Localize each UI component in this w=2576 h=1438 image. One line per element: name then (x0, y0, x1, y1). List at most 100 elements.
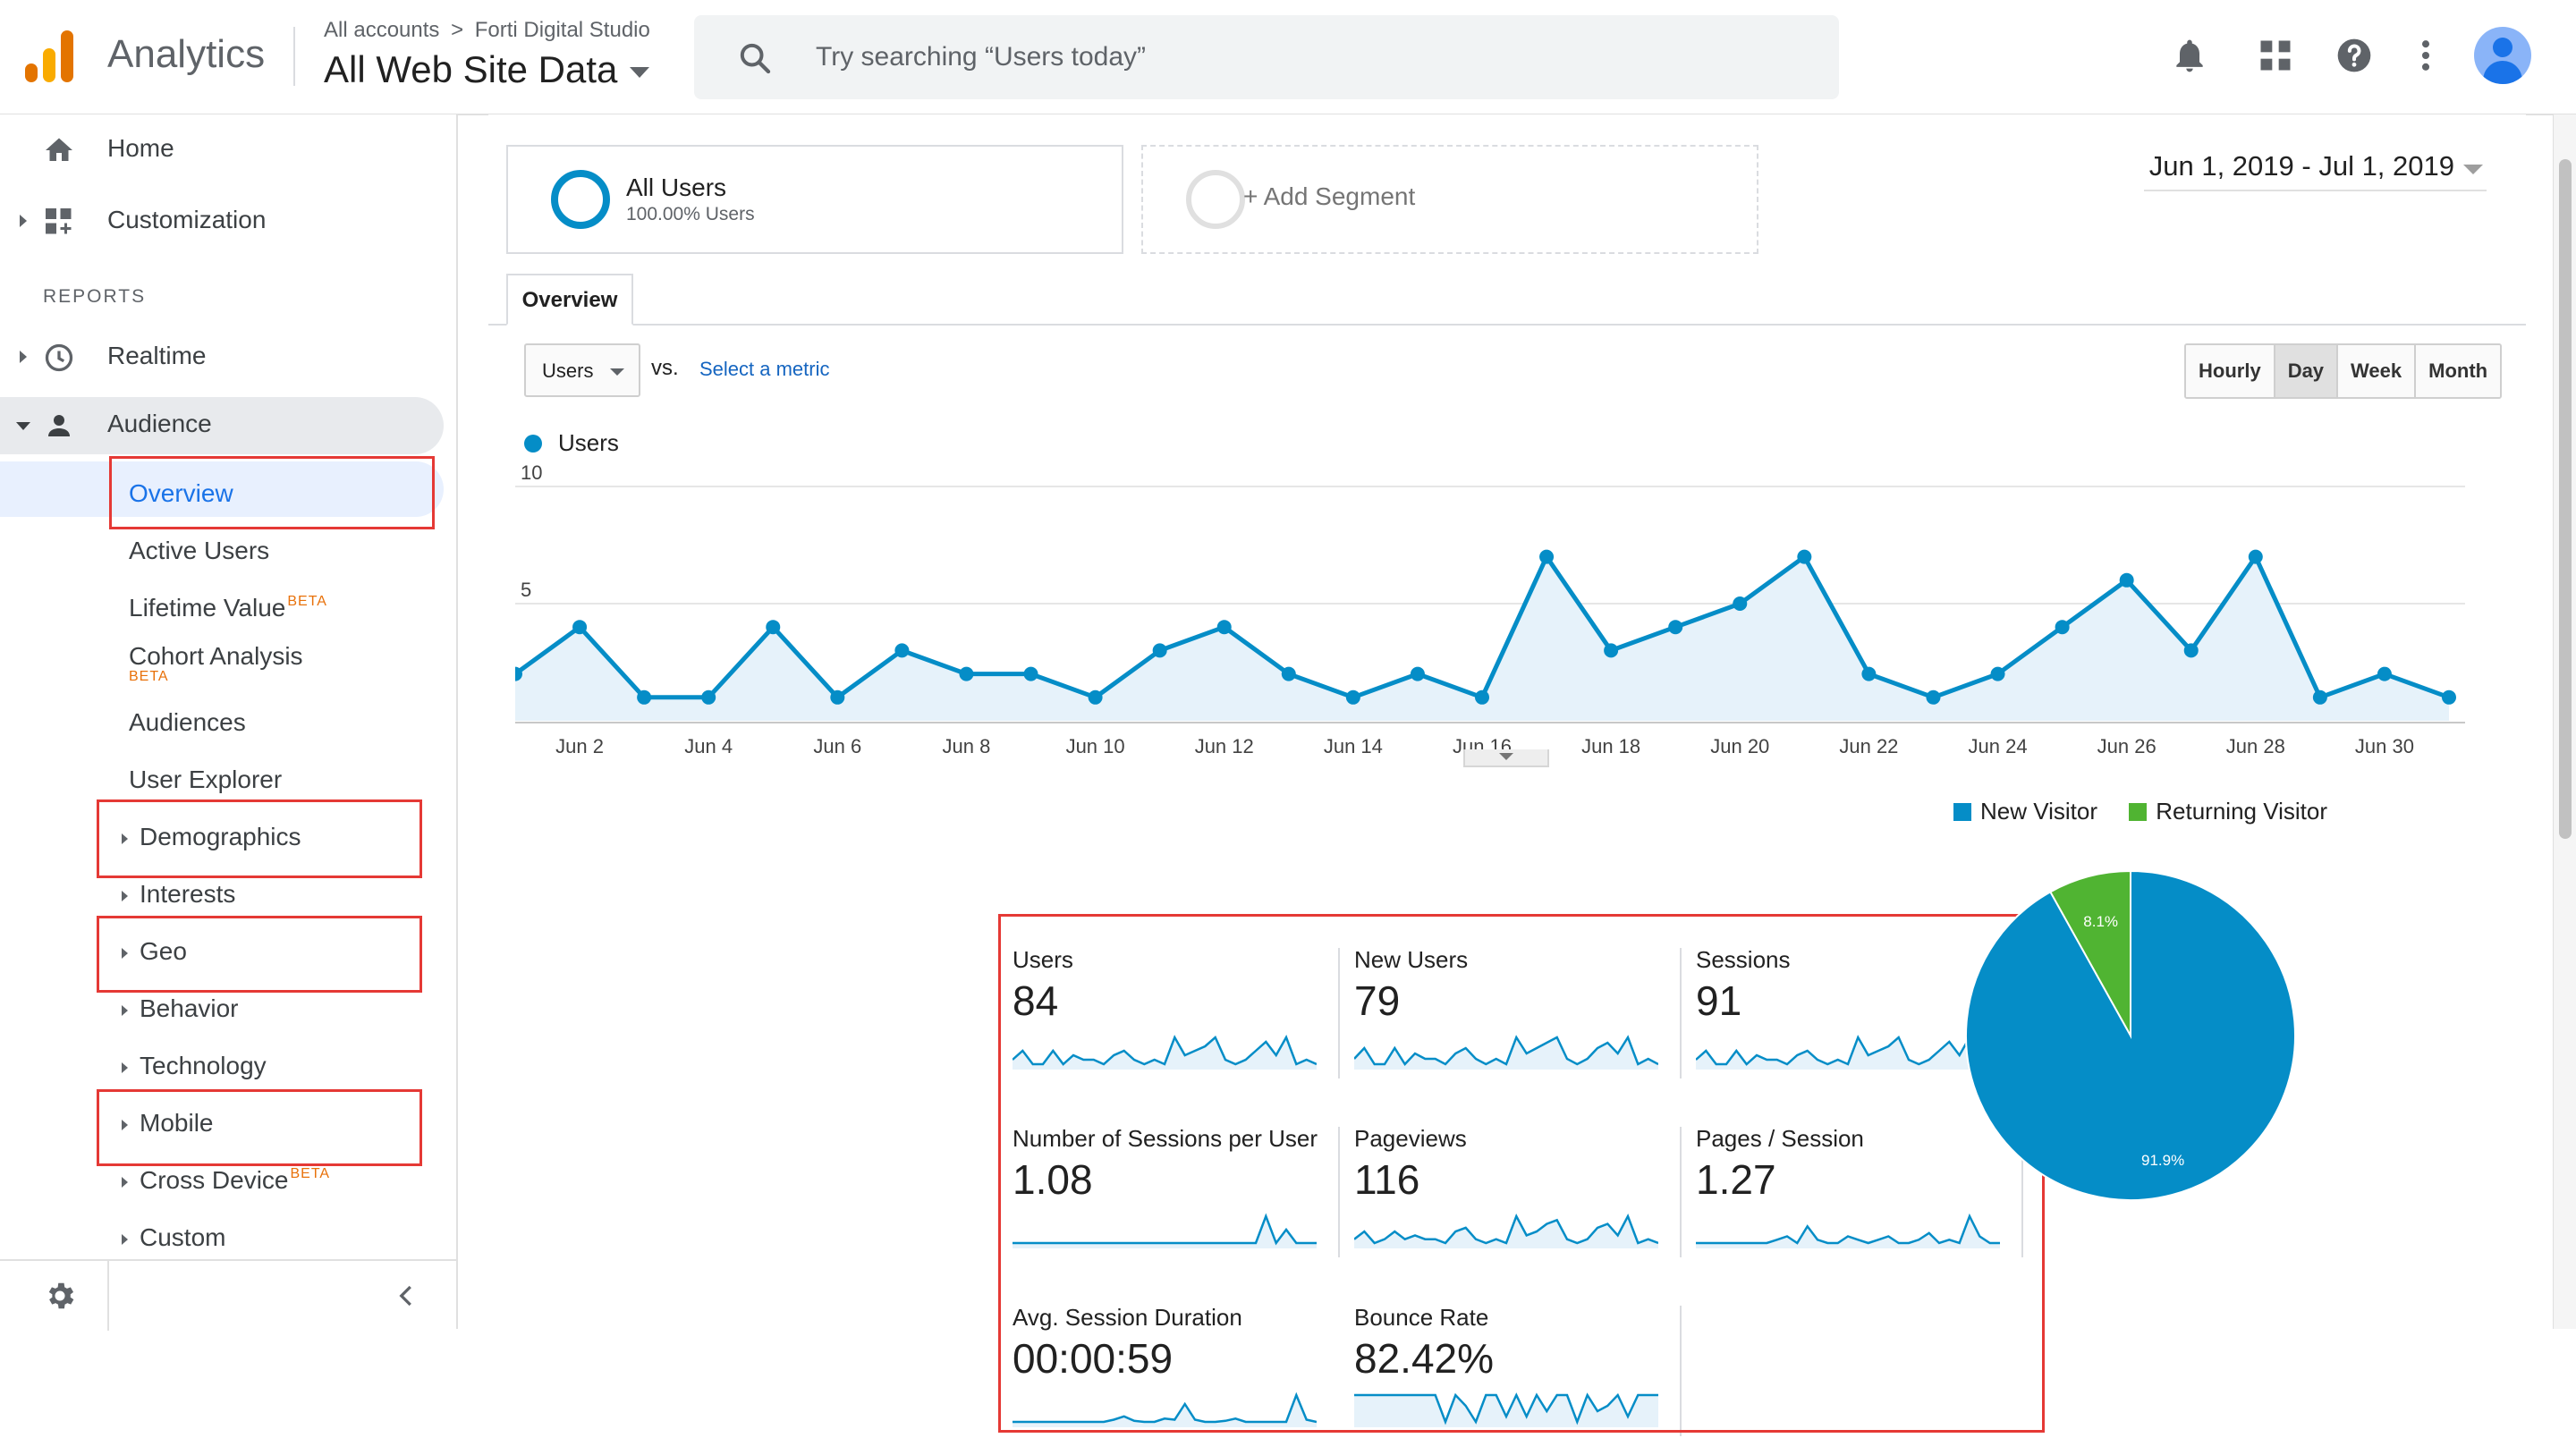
sidebar-label-home: Home (107, 134, 174, 162)
data-point (1023, 666, 1038, 681)
view-selector[interactable]: All Web Site Data (324, 48, 650, 91)
visitor-type-pie-chart[interactable]: 91.9% 8.1% (1943, 848, 2318, 1223)
analytics-logo[interactable] (25, 30, 77, 82)
sidebar-item-overview[interactable]: Overview (129, 479, 233, 507)
breadcrumb[interactable]: All accounts > Forti Digital Studio (324, 18, 650, 43)
sidebar-item-audience[interactable]: Audience (0, 397, 447, 454)
data-point (1475, 689, 1489, 705)
data-point (1668, 620, 1683, 635)
expand-arrow-icon (122, 1177, 128, 1188)
date-range-label: Jun 1, 2019 - Jul 1, 2019 (2148, 150, 2454, 182)
view-name: All Web Site Data (324, 48, 618, 90)
vs-label: vs. (651, 356, 679, 380)
sidebar-item-lifetime-value[interactable]: Lifetime Value BETA (129, 594, 327, 622)
account-avatar-icon[interactable] (2474, 27, 2531, 84)
data-point (572, 620, 588, 635)
tab-overview[interactable]: Overview (506, 274, 633, 326)
expand-arrow-icon (122, 948, 128, 959)
date-range-picker[interactable]: Jun 1, 2019 - Jul 1, 2019 (2143, 150, 2487, 191)
series-swatch (524, 435, 542, 453)
granularity-day-button[interactable]: Day (2273, 345, 2337, 397)
sidebar-item-user-explorer[interactable]: User Explorer (129, 766, 283, 793)
search-input[interactable]: Try searching “Users today” (816, 42, 1146, 72)
granularity-toggle[interactable]: Hourly Day Week Month (2184, 343, 2503, 399)
metric-dropdown[interactable]: Users (524, 343, 640, 397)
sidebar-item-cohort-analysis[interactable]: Cohort Analysis (129, 642, 303, 670)
scorecard[interactable]: Number of Sessions per User 1.08 (998, 1093, 1340, 1259)
sparkline (1013, 1213, 1317, 1248)
search-bar[interactable]: Try searching “Users today” (694, 15, 1839, 99)
sidebar-item-audiences[interactable]: Audiences (129, 708, 246, 736)
data-point (2312, 689, 2327, 705)
expand-arrow-icon (20, 215, 27, 227)
data-point (2248, 549, 2263, 564)
data-point (1604, 643, 1619, 658)
data-point (1088, 689, 1103, 705)
sidebar-item-custom[interactable]: Custom (122, 1223, 226, 1252)
scorecard-value: 84 (1013, 977, 1059, 1024)
y-tick-label: 10 (521, 461, 542, 484)
scorecard[interactable]: Pageviews 116 (1340, 1093, 1682, 1259)
data-point (637, 689, 652, 705)
sidebar-label-customization: Customization (107, 206, 267, 233)
data-point (515, 666, 522, 681)
scorecard[interactable]: Pages / Session 1.27 (1682, 1093, 2023, 1259)
scorecard[interactable]: Users 84 (998, 914, 1340, 1080)
sidebar-item-mobile[interactable]: Mobile (122, 1109, 213, 1138)
apps-grid-icon[interactable] (2256, 36, 2295, 75)
add-segment-button[interactable]: + Add Segment (1141, 145, 1758, 254)
chart-resize-handle[interactable] (1463, 749, 1549, 767)
bell-icon[interactable] (2170, 36, 2209, 75)
granularity-month-button[interactable]: Month (2414, 345, 2501, 397)
segment-placeholder-ring (1186, 170, 1245, 229)
sidebar-item-geo[interactable]: Geo (122, 937, 187, 966)
collapse-sidebar-chevron-icon[interactable] (394, 1282, 420, 1309)
scorecard[interactable]: New Users 79 (1340, 914, 1682, 1080)
page-scrollbar[interactable] (2553, 114, 2576, 1329)
home-icon (46, 138, 72, 161)
scorecard-name: Pageviews (1354, 1125, 1467, 1152)
segment-all-users[interactable]: All Users 100.00% Users (506, 145, 1123, 254)
sidebar-item-active-users[interactable]: Active Users (129, 537, 270, 564)
scorecard-divider (1338, 948, 1340, 1078)
data-point (2119, 572, 2134, 588)
select-metric-link[interactable]: Select a metric (699, 358, 830, 380)
custom-label: Custom (140, 1223, 226, 1251)
sparkline-line (1696, 1213, 2000, 1245)
sidebar-item-demographics[interactable]: Demographics (122, 823, 301, 851)
data-point (1926, 689, 1941, 705)
sidebar-item-home[interactable]: Home (0, 122, 447, 179)
sidebar-item-interests[interactable]: Interests (122, 880, 235, 909)
scorecard-divider (2021, 1127, 2023, 1257)
x-tick-label: Jun 20 (1710, 735, 1769, 757)
sidebar-item-realtime[interactable]: Realtime (0, 329, 447, 386)
search-icon (740, 43, 771, 74)
sidebar-item-technology[interactable]: Technology (122, 1052, 267, 1080)
settings-gear-icon[interactable] (43, 1279, 77, 1313)
add-segment-label: + Add Segment (1243, 182, 1416, 210)
help-icon[interactable] (2334, 36, 2374, 75)
behavior-label: Behavior (140, 994, 239, 1022)
granularity-hourly-button[interactable]: Hourly (2186, 345, 2274, 397)
cross-device-label: Cross Device (140, 1166, 289, 1194)
highlight-mobile (97, 1089, 422, 1166)
data-point (1410, 666, 1425, 681)
granularity-week-button[interactable]: Week (2336, 345, 2415, 397)
beta-badge: BETA (290, 1166, 331, 1181)
pie-slice-label: 8.1% (2083, 913, 2118, 930)
beta-badge: BETA (129, 669, 169, 684)
sidebar-item-behavior[interactable]: Behavior (122, 994, 239, 1023)
breadcrumb-property[interactable]: Forti Digital Studio (474, 18, 650, 42)
scorecard-name: Sessions (1696, 946, 1791, 973)
data-point (2442, 689, 2456, 705)
scrollbar-thumb[interactable] (2559, 159, 2572, 839)
top-header: Analytics All accounts > Forti Digital S… (0, 0, 2576, 115)
scorecard-name: New Users (1354, 946, 1469, 973)
sidebar-item-customization[interactable]: Customization (0, 193, 447, 250)
breadcrumb-account[interactable]: All accounts (324, 18, 440, 42)
more-vert-icon[interactable] (2406, 36, 2445, 75)
data-point (1152, 643, 1167, 658)
sidebar-item-cross-device[interactable]: Cross Device BETA (122, 1166, 331, 1195)
expand-arrow-icon (20, 351, 27, 363)
users-line-chart[interactable]: 10 5 Jun 2 Jun 4 Jun 6 Jun 8 Jun 10 Jun 12 Jun 1… (515, 461, 2501, 757)
